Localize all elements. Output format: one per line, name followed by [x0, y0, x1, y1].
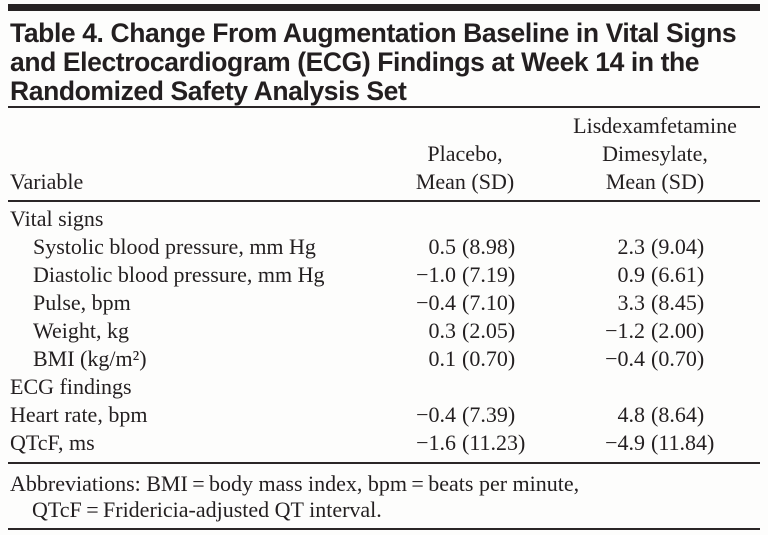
table-row-section-vital-signs: Vital signs — [8, 201, 760, 233]
mean-value: 0.9 — [617, 262, 646, 287]
sd-value: (2.00) — [651, 318, 705, 343]
row-label: Weight, kg — [33, 318, 129, 343]
row-label: Diastolic blood pressure, mm Hg — [33, 262, 325, 287]
empty-cell — [550, 373, 760, 401]
sd-value: (8.64) — [651, 402, 705, 427]
header-row: Variable Placebo, Mean (SD) Lisdexamfeta… — [8, 108, 760, 202]
table-row-pulse: Pulse, bpm −0.4 (7.10) 3.3 (8.45) — [8, 289, 760, 317]
ldx-value: 2.3 (9.04) — [550, 233, 760, 261]
row-label: Pulse, bpm — [33, 290, 131, 315]
column-header-lisdexamfetamine: Lisdexamfetamine Dimesylate, Mean (SD) — [550, 108, 760, 202]
placebo-value: −0.4 (7.10) — [380, 289, 550, 317]
section-label: ECG findings — [10, 374, 132, 399]
title-divider — [8, 106, 760, 108]
sd-value: (7.10) — [462, 290, 516, 315]
empty-cell — [380, 201, 550, 233]
mean-value: −0.4 — [416, 402, 456, 427]
row-label: Heart rate, bpm — [10, 402, 148, 427]
placebo-value: −1.0 (7.19) — [380, 261, 550, 289]
empty-cell — [550, 201, 760, 233]
vital-signs-ecg-table: Variable Placebo, Mean (SD) Lisdexamfeta… — [8, 108, 760, 462]
mean-value: −0.4 — [605, 346, 645, 371]
sd-value: (11.84) — [651, 430, 715, 455]
table-row-weight: Weight, kg 0.3 (2.05) −1.2 (2.00) — [8, 317, 760, 345]
mean-value: −1.0 — [416, 262, 456, 287]
sd-value: (6.61) — [651, 262, 705, 287]
placebo-value: −0.4 (7.39) — [380, 401, 550, 429]
sd-value: (11.23) — [462, 430, 526, 455]
table-row-systolic: Systolic blood pressure, mm Hg 0.5 (8.98)… — [8, 233, 760, 261]
mean-value: 4.8 — [617, 402, 646, 427]
sd-value: (0.70) — [462, 346, 516, 371]
sd-value: (8.45) — [651, 290, 705, 315]
table-figure: Table 4. Change From Augmentation Baseli… — [8, 4, 760, 530]
mean-value: 0.3 — [428, 318, 457, 343]
placebo-value: 0.1 (0.70) — [380, 345, 550, 373]
row-label: BMI (kg/m²) — [33, 346, 147, 371]
table-row-diastolic: Diastolic blood pressure, mm Hg −1.0 (7.1… — [8, 261, 760, 289]
ldx-value: −1.2 (2.00) — [550, 317, 760, 345]
footnote-line-2: QTcF = Fridericia-adjusted QT interval. — [32, 497, 382, 522]
abbreviations-footnote: Abbreviations: BMI = body mass index, bp… — [8, 471, 760, 523]
placebo-value: 0.5 (8.98) — [380, 233, 550, 261]
top-rule — [8, 4, 760, 11]
empty-cell — [380, 373, 550, 401]
placebo-value: 0.3 (2.05) — [380, 317, 550, 345]
placebo-value: −1.6 (11.23) — [380, 429, 550, 462]
row-label: QTcF, ms — [10, 430, 95, 455]
section-label: Vital signs — [10, 206, 104, 231]
mean-value: 0.5 — [428, 234, 457, 259]
sd-value: (2.05) — [462, 318, 516, 343]
ldx-value: −0.4 (0.70) — [550, 345, 760, 373]
mean-value: −0.4 — [416, 290, 456, 315]
sd-value: (9.04) — [651, 234, 705, 259]
ldx-value: 4.8 (8.64) — [550, 401, 760, 429]
sd-value: (8.98) — [462, 234, 516, 259]
sd-value: (7.39) — [462, 402, 516, 427]
ldx-value: 3.3 (8.45) — [550, 289, 760, 317]
column-header-variable: Variable — [8, 108, 380, 202]
mean-value: 2.3 — [617, 234, 646, 259]
mean-value: 0.1 — [428, 346, 457, 371]
footnote-line-1: Abbreviations: BMI = body mass index, bp… — [10, 471, 580, 496]
mean-value: 3.3 — [617, 290, 646, 315]
table-row-bmi: BMI (kg/m²) 0.1 (0.70) −0.4 (0.70) — [8, 345, 760, 373]
table-row-section-ecg: ECG findings — [8, 373, 760, 401]
mean-value: −1.2 — [605, 318, 645, 343]
mean-value: −1.6 — [416, 430, 456, 455]
mean-value: −4.9 — [605, 430, 645, 455]
ldx-value: 0.9 (6.61) — [550, 261, 760, 289]
table-bottom-divider — [8, 462, 760, 464]
table-row-heart-rate: Heart rate, bpm −0.4 (7.39) 4.8 (8.64) — [8, 401, 760, 429]
table-title: Table 4. Change From Augmentation Baseli… — [10, 18, 737, 106]
table-row-qtcf: QTcF, ms −1.6 (11.23) −4.9 (11.84) — [8, 429, 760, 462]
row-label: Systolic blood pressure, mm Hg — [33, 234, 316, 259]
bottom-rule — [8, 528, 760, 530]
sd-value: (0.70) — [651, 346, 705, 371]
column-header-placebo: Placebo, Mean (SD) — [380, 108, 550, 202]
ldx-value: −4.9 (11.84) — [550, 429, 760, 462]
sd-value: (7.19) — [462, 262, 516, 287]
